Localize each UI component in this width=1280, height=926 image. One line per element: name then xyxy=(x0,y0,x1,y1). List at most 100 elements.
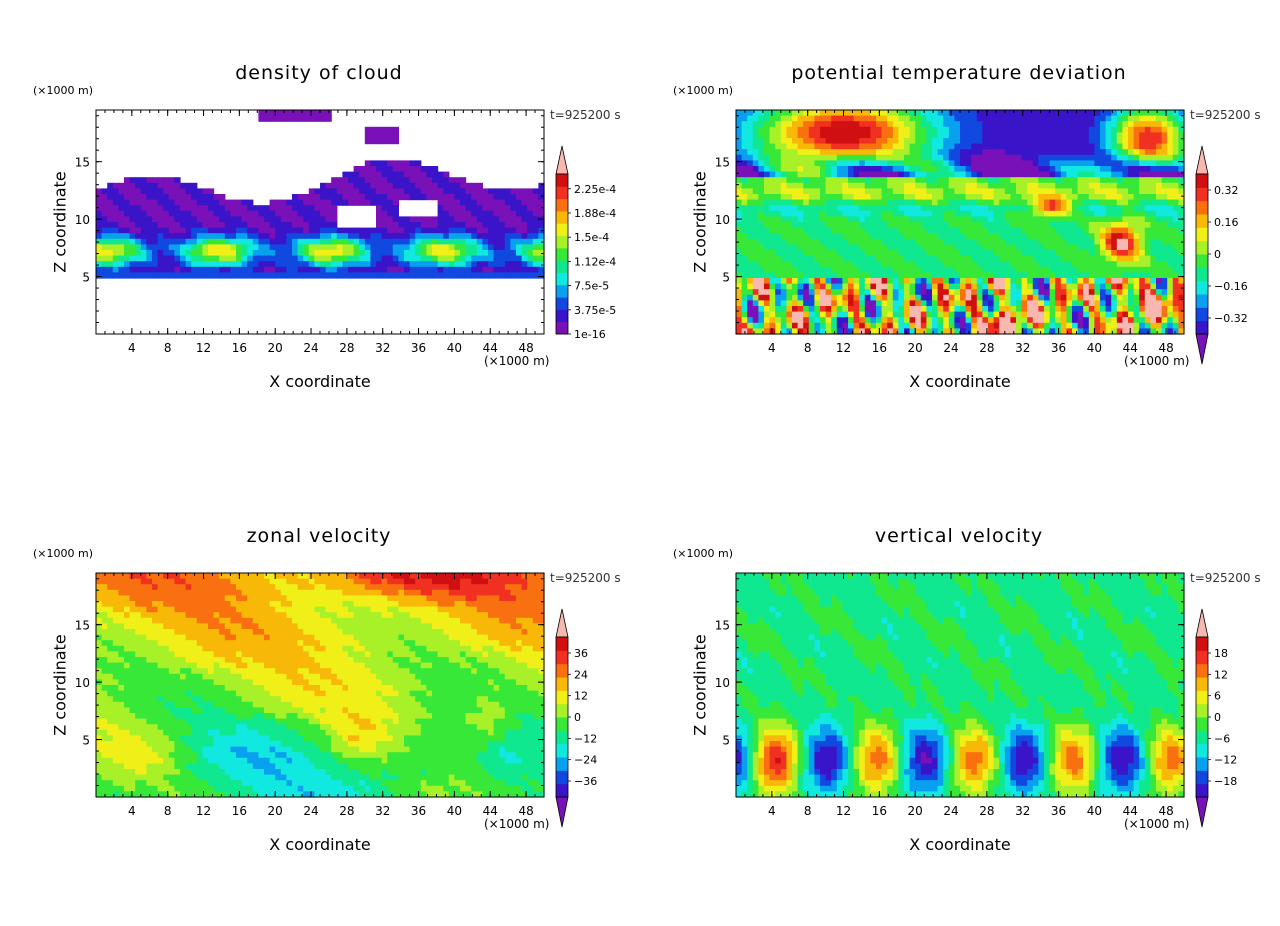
field-cell xyxy=(993,210,1000,217)
field-cell xyxy=(258,110,265,117)
field-cell xyxy=(1060,306,1067,313)
field-cell xyxy=(842,300,849,307)
field-cell xyxy=(1150,110,1157,117)
colorbar-segment xyxy=(556,272,568,286)
field-cell xyxy=(915,121,922,128)
field-cell xyxy=(943,171,950,178)
field-cell xyxy=(392,194,399,201)
field-cell xyxy=(825,121,832,128)
field-cell xyxy=(976,322,983,329)
field-cell xyxy=(1139,138,1146,145)
field-cell xyxy=(836,216,843,223)
field-cell xyxy=(797,328,804,335)
field-cell xyxy=(387,227,394,234)
field-cell xyxy=(1049,160,1056,167)
field-cell xyxy=(146,244,153,251)
field-cell xyxy=(937,255,944,262)
field-cell xyxy=(1032,110,1039,117)
field-cell xyxy=(471,216,478,223)
field-cell xyxy=(1060,322,1067,329)
field-cell xyxy=(926,149,933,156)
field-cell xyxy=(392,266,399,273)
field-cell xyxy=(1111,289,1118,296)
field-cell xyxy=(443,188,450,195)
field-cell xyxy=(1032,233,1039,240)
field-cell xyxy=(1116,160,1123,167)
field-cell xyxy=(769,322,776,329)
field-cell xyxy=(1122,289,1129,296)
field-cell xyxy=(904,250,911,257)
field-cell xyxy=(163,205,170,212)
field-cell xyxy=(859,194,866,201)
field-cell xyxy=(915,294,922,301)
field-cell xyxy=(331,199,338,206)
field-cell xyxy=(1105,322,1112,329)
field-cell xyxy=(213,272,220,279)
colorbar-upper-triangle xyxy=(1195,145,1209,175)
field-cell xyxy=(764,272,771,279)
field-cell xyxy=(1055,222,1062,229)
field-cell xyxy=(224,244,231,251)
field-cell xyxy=(825,149,832,156)
field-cell xyxy=(887,126,894,133)
field-cell xyxy=(971,154,978,161)
field-cell xyxy=(101,266,108,273)
field-cell xyxy=(881,222,888,229)
field-cell xyxy=(780,166,787,173)
field-cell xyxy=(993,272,1000,279)
field-cell xyxy=(853,255,860,262)
field-cell xyxy=(960,272,967,279)
field-cell xyxy=(803,205,810,212)
field-cell xyxy=(976,317,983,324)
field-cell xyxy=(842,233,849,240)
field-cell xyxy=(538,188,545,195)
field-cell xyxy=(303,199,310,206)
field-cell xyxy=(504,205,511,212)
field-cell xyxy=(859,227,866,234)
field-cell xyxy=(820,222,827,229)
field-cell xyxy=(387,160,394,167)
field-cell xyxy=(736,238,743,245)
field-cell xyxy=(314,233,321,240)
field-cell xyxy=(870,115,877,122)
field-cell xyxy=(752,261,759,268)
field-cell xyxy=(803,110,810,117)
field-cell xyxy=(1172,166,1179,173)
field-cell xyxy=(814,250,821,257)
field-cell xyxy=(736,283,743,290)
field-cell xyxy=(364,188,371,195)
colorbar-segment xyxy=(556,321,568,335)
field-cell xyxy=(152,272,159,279)
field-cell xyxy=(736,261,743,268)
field-cell xyxy=(476,205,483,212)
field-cell xyxy=(504,250,511,257)
field-cell xyxy=(775,138,782,145)
field-cell xyxy=(1088,177,1095,184)
field-cell xyxy=(376,199,383,206)
field-cell xyxy=(437,227,444,234)
field-cell xyxy=(135,188,142,195)
field-cell xyxy=(825,328,832,335)
field-cell xyxy=(493,233,500,240)
field-cell xyxy=(308,115,315,122)
field-cell xyxy=(943,132,950,139)
field-cell xyxy=(387,194,394,201)
field-cell xyxy=(1128,210,1135,217)
field-cell xyxy=(1178,132,1185,139)
field-cell xyxy=(993,328,1000,335)
field-cell xyxy=(1128,222,1135,229)
field-cell xyxy=(1150,227,1157,234)
field-cell xyxy=(887,238,894,245)
field-cell xyxy=(976,149,983,156)
field-cell xyxy=(163,194,170,201)
field-cell xyxy=(736,278,743,285)
field-cell xyxy=(1088,266,1095,273)
field-cell xyxy=(146,210,153,217)
field-cell xyxy=(752,205,759,212)
field-cell xyxy=(988,182,995,189)
z-unit-label: (×1000 m) xyxy=(673,84,734,97)
field-cell xyxy=(1150,149,1157,156)
field-cell xyxy=(769,272,776,279)
field-cell xyxy=(752,244,759,251)
field-cell xyxy=(848,244,855,251)
